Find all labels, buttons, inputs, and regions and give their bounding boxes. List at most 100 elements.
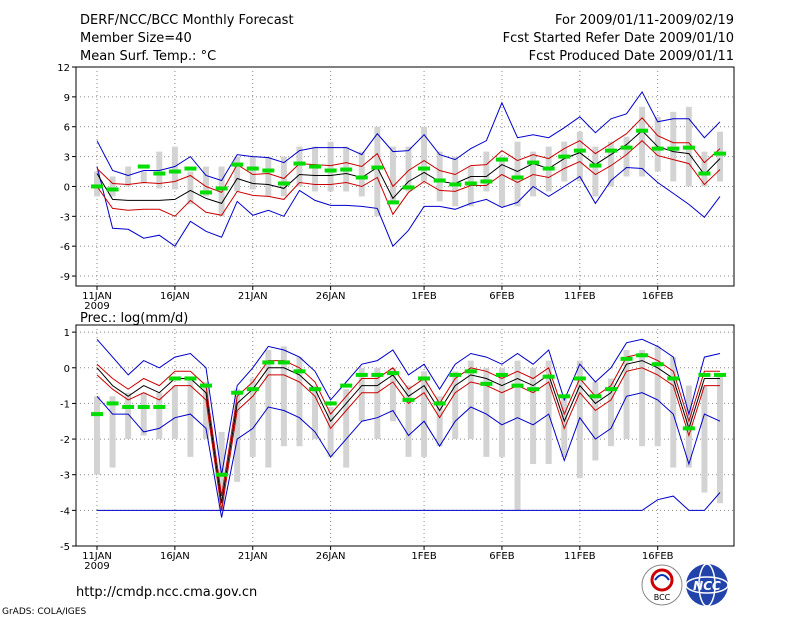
spread-box bbox=[654, 346, 661, 447]
observed-mark bbox=[293, 161, 306, 166]
observed-mark bbox=[667, 376, 680, 381]
footer-url[interactable]: http://cmdp.ncc.cma.gov.cn bbox=[76, 585, 257, 600]
observed-mark bbox=[651, 146, 664, 151]
y-tick-label: 9 bbox=[64, 93, 70, 104]
spread-box bbox=[171, 385, 178, 440]
spread-box bbox=[717, 374, 723, 504]
observed-mark bbox=[386, 200, 399, 205]
spread-box bbox=[234, 389, 241, 482]
observed-mark bbox=[449, 182, 462, 187]
y-tick-label: -3 bbox=[60, 471, 70, 482]
footer-credit: GrADS: COLA/IGES bbox=[2, 607, 86, 617]
observed-mark bbox=[573, 148, 586, 153]
observed-mark bbox=[184, 166, 197, 171]
bcc-logo-text: BCC bbox=[654, 593, 671, 602]
observed-mark bbox=[246, 166, 259, 171]
x-tick-label: 26JAN bbox=[316, 551, 346, 562]
spread-box bbox=[203, 382, 210, 440]
x-tick-label: 6FEB bbox=[489, 551, 514, 562]
y-tick-label: -9 bbox=[60, 272, 70, 283]
x-tick-label: 16JAN bbox=[160, 291, 190, 302]
lower-quartile-line bbox=[96, 140, 721, 217]
observed-mark bbox=[589, 163, 602, 168]
observed-mark bbox=[309, 387, 322, 392]
observed-mark bbox=[464, 369, 477, 374]
spread-box bbox=[374, 367, 381, 440]
x-tick-sublabel: 2009 bbox=[84, 561, 109, 572]
spread-box bbox=[607, 378, 614, 447]
observed-mark bbox=[355, 175, 368, 180]
observed-mark bbox=[480, 381, 493, 386]
spread-box bbox=[280, 156, 287, 197]
spread-box bbox=[452, 156, 459, 207]
x-tick-label: 16JAN bbox=[160, 551, 190, 562]
observed-mark bbox=[153, 404, 166, 409]
spread-box bbox=[343, 389, 350, 468]
x-tick-label: 21JAN bbox=[238, 551, 268, 562]
spread-box bbox=[467, 166, 474, 207]
spread-box bbox=[218, 431, 225, 511]
observed-mark bbox=[402, 185, 415, 190]
x-tick-label: 11FEB bbox=[564, 551, 596, 562]
spread-box bbox=[561, 396, 568, 457]
spread-box bbox=[701, 151, 708, 187]
bcc-logo-wave-icon bbox=[654, 574, 670, 581]
y-tick-label: -5 bbox=[60, 542, 70, 553]
spread-box bbox=[623, 349, 630, 440]
bcc-logo-ring-icon bbox=[650, 568, 674, 592]
x-tick-label: 16FEB bbox=[642, 291, 674, 302]
observed-mark bbox=[246, 387, 259, 392]
observed-mark bbox=[277, 181, 290, 186]
observed-mark bbox=[215, 472, 228, 477]
spread-box bbox=[639, 106, 646, 177]
spread-box bbox=[109, 176, 116, 197]
observed-mark bbox=[137, 404, 150, 409]
observed-mark bbox=[340, 167, 353, 172]
x-tick-label: 6FEB bbox=[489, 291, 514, 302]
observed-mark bbox=[418, 376, 431, 381]
y-tick-label: -1 bbox=[60, 399, 70, 410]
observed-mark bbox=[527, 160, 540, 165]
observed-mark bbox=[495, 372, 508, 377]
x-tick-label: 11FEB bbox=[564, 291, 596, 302]
spread-box bbox=[545, 360, 552, 465]
max-line bbox=[96, 90, 721, 182]
x-tick-label: 1FEB bbox=[411, 291, 436, 302]
y-tick-label: -6 bbox=[60, 242, 70, 253]
observed-mark bbox=[215, 186, 228, 191]
observed-mark bbox=[433, 178, 446, 183]
spread-box bbox=[592, 146, 599, 197]
x-tick-label: 16FEB bbox=[642, 551, 674, 562]
produced-date: Fcst Produced Date 2009/01/11 bbox=[529, 49, 734, 64]
observed-mark bbox=[371, 165, 384, 170]
observed-mark bbox=[558, 394, 571, 399]
spread-box bbox=[405, 146, 412, 192]
spread-box bbox=[467, 360, 474, 440]
observed-mark bbox=[402, 397, 415, 402]
upper-quartile-line bbox=[96, 117, 721, 194]
observed-mark bbox=[698, 171, 711, 176]
observed-mark bbox=[667, 146, 680, 151]
max-line bbox=[96, 338, 721, 475]
member-size: Member Size=40 bbox=[80, 31, 192, 46]
spread-box bbox=[436, 151, 443, 202]
observed-mark bbox=[200, 190, 213, 195]
spread-box bbox=[125, 166, 132, 187]
spread-box bbox=[125, 392, 132, 440]
y-tick-label: -2 bbox=[60, 435, 70, 446]
spread-box bbox=[312, 146, 319, 192]
spread-box bbox=[498, 367, 505, 457]
ncc-logo-text: NCC bbox=[693, 579, 721, 593]
observed-mark bbox=[682, 145, 695, 150]
y-tick-label: 0 bbox=[64, 364, 70, 375]
observed-mark bbox=[137, 164, 150, 169]
spread-box bbox=[140, 392, 147, 436]
observed-mark bbox=[636, 128, 649, 133]
observed-mark bbox=[511, 175, 524, 180]
variable-label-prec: Prec.: log(mm/d) bbox=[80, 311, 188, 326]
spread-box bbox=[249, 156, 256, 190]
observed-mark bbox=[231, 390, 244, 395]
spread-box bbox=[389, 146, 396, 202]
spread-box bbox=[483, 367, 490, 457]
